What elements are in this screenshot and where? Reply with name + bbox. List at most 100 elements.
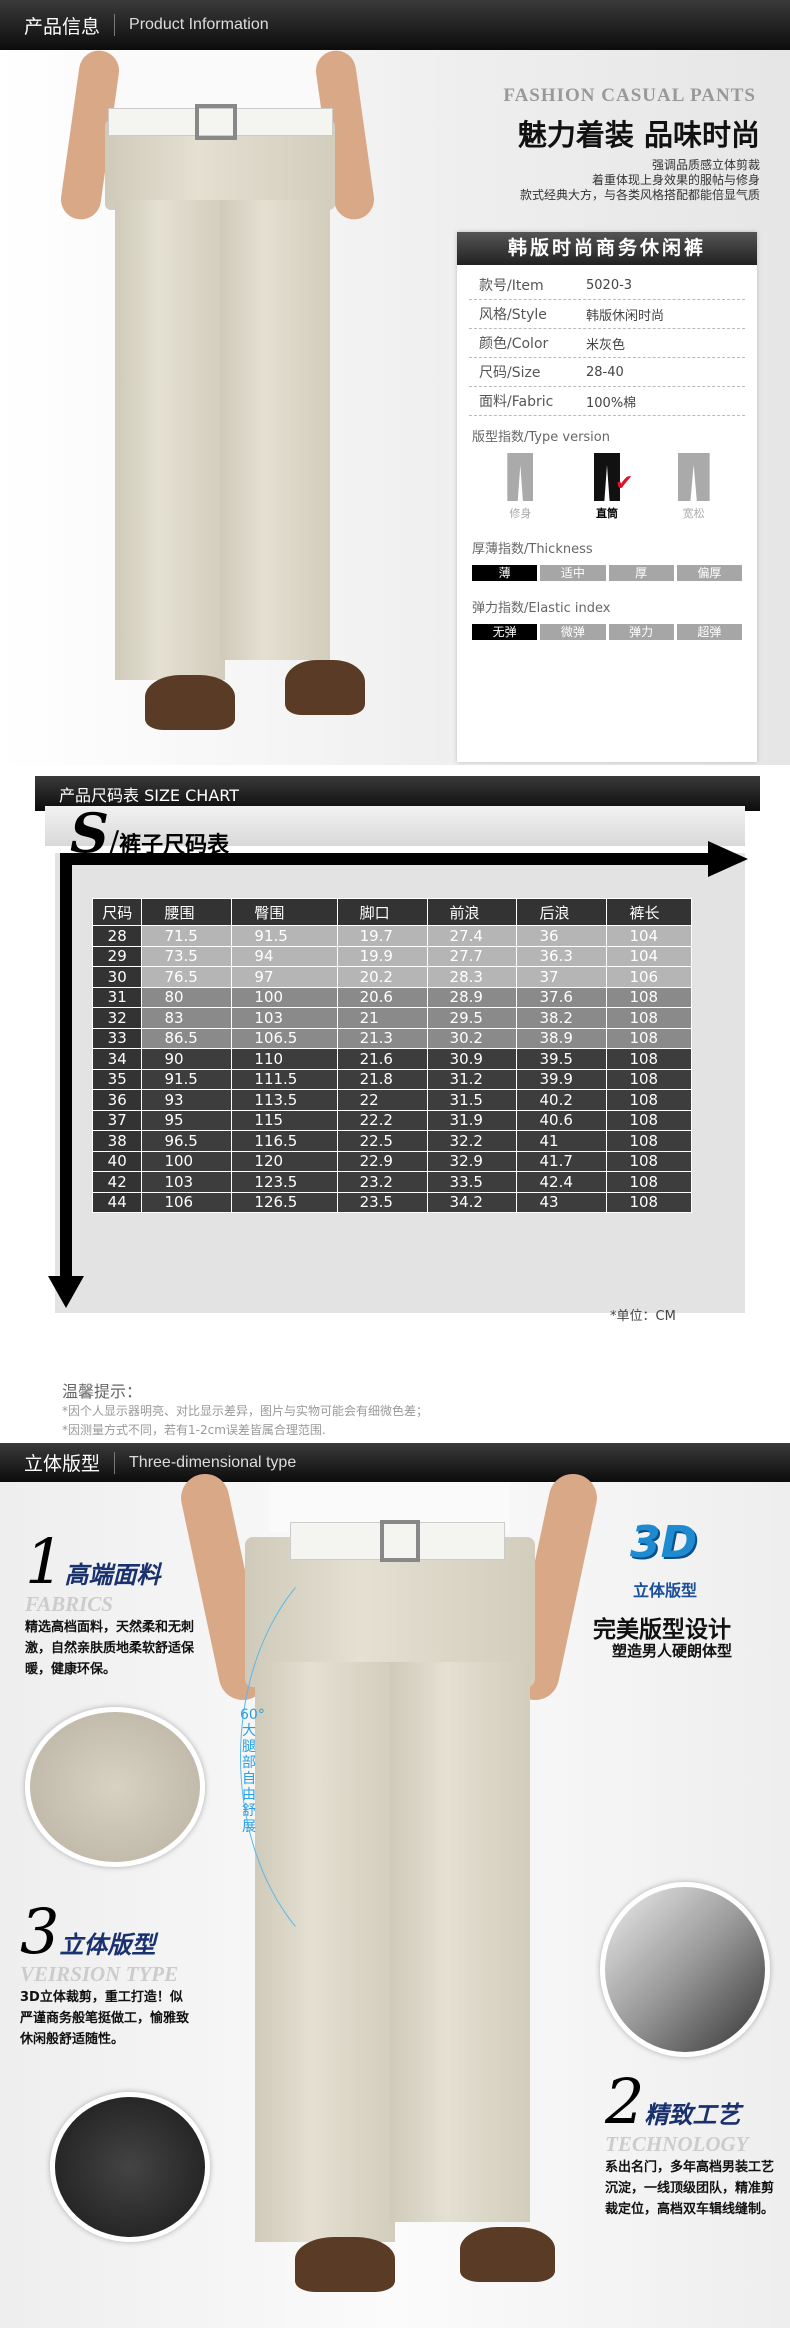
feature-technology: 2精致工艺 TECHNOLOGY 系出名门，多年高档男装工艺沉淀，一线顶级团队，… (605, 2071, 775, 2220)
table-cell: 106.5 (231, 1027, 338, 1049)
thickness-scale: 薄 适中 厚 偏厚 (472, 565, 742, 581)
table-cell: 30.2 (426, 1027, 518, 1049)
table-cell: 73.5 (141, 945, 233, 967)
table-cell: 22.9 (336, 1150, 428, 1172)
table-cell: 42.4 (516, 1171, 608, 1193)
table-cell: 23.2 (336, 1171, 428, 1193)
column-header: 裤长 (606, 898, 692, 926)
tips-title: 温馨提示： (62, 1382, 143, 1401)
table-cell: 40 (91, 1150, 143, 1172)
column-header: 尺码 (91, 898, 143, 926)
table-cell: 106 (141, 1191, 233, 1213)
table-cell: 123.5 (231, 1171, 338, 1193)
table-cell: 96.5 (141, 1130, 233, 1152)
sewing-photo (600, 1882, 770, 2057)
column-header: 臀围 (231, 898, 338, 926)
table-cell: 36 (91, 1089, 143, 1111)
table-cell: 37.6 (516, 986, 608, 1008)
spec-key: 风格/Style (479, 307, 547, 323)
table-cell: 93 (141, 1089, 233, 1111)
table-cell: 43 (516, 1191, 608, 1213)
table-row: 40 100 120 22.9 32.9 41.7 108 (91, 1150, 692, 1172)
table-cell: 39.5 (516, 1048, 608, 1070)
table-cell: 28.9 (426, 986, 518, 1008)
size-chart-header: 产品尺码表 SIZE CHART (35, 776, 760, 811)
header-title-cn: 产品信息 (24, 15, 101, 38)
subtitle-lines: 强调品质感立体剪裁 着重体现上身效果的服帖与修身 款式经典大方，与各类风格搭配都… (520, 158, 760, 203)
table-row: 29 73.5 94 19.9 27.7 36.3 104 (91, 945, 692, 967)
table-cell: 106 (606, 966, 692, 988)
column-header: 前浪 (426, 898, 518, 926)
table-row: 33 86.5 106.5 21.3 30.2 38.9 108 (91, 1027, 692, 1049)
thickness-option: 薄 (472, 565, 538, 581)
type-loose: 宽松 (664, 453, 724, 528)
table-cell: 86.5 (141, 1027, 233, 1049)
spec-row: 风格/Style 韩版休闲时尚 (469, 300, 745, 329)
thickness-option: 厚 (608, 565, 674, 581)
table-cell: 31.5 (426, 1089, 518, 1111)
table-cell: 103 (231, 1007, 338, 1029)
table-cell: 42 (91, 1171, 143, 1193)
type-name: 宽松 (682, 507, 705, 520)
feature-number: 1 (25, 1525, 65, 1598)
table-cell: 40.2 (516, 1089, 608, 1111)
table-cell: 33.5 (426, 1171, 518, 1193)
table-cell: 108 (606, 1068, 692, 1090)
feature-desc: 精选高档面料，天然柔和无刺激，自然亲肤质地柔软舒适保暖，健康环保。 (25, 1620, 195, 1677)
elastic-label: 弹力指数/Elastic index (472, 601, 611, 616)
subtitle-line: 强调品质感立体剪裁 (651, 158, 760, 172)
feature-number: 3 (20, 1895, 60, 1968)
type-straight: ✔ 直筒 (577, 453, 637, 528)
table-cell: 20.2 (336, 966, 428, 988)
table-cell: 23.5 (336, 1191, 428, 1213)
table-cell: 32.9 (426, 1150, 518, 1172)
table-cell: 83 (141, 1007, 233, 1029)
spec-value: 28-40 (586, 364, 624, 380)
tip-line: *因测量方式不同，若有1-2cm误差皆属合理范围. (62, 1423, 326, 1437)
unit-note: *单位：CM (610, 1309, 676, 1324)
thickness-option: 适中 (540, 565, 606, 581)
table-cell: 30 (91, 966, 143, 988)
table-cell: 32.2 (426, 1130, 518, 1152)
table-cell: 95 (141, 1109, 233, 1131)
table-cell: 113.5 (231, 1089, 338, 1111)
table-cell: 39.9 (516, 1068, 608, 1090)
arrow-down-icon (48, 853, 84, 1308)
table-cell: 94 (231, 945, 338, 967)
column-header: 脚口 (336, 898, 428, 926)
table-cell: 36.3 (516, 945, 608, 967)
tip-line: *因个人显示器明亮、对比显示差异，图片与实物可能会有细微色差； (62, 1404, 429, 1418)
table-cell: 91.5 (231, 925, 338, 947)
table-cell: 108 (606, 986, 692, 1008)
table-cell: 111.5 (231, 1068, 338, 1090)
feature-number: 2 (605, 2065, 645, 2138)
table-cell: 31.2 (426, 1068, 518, 1090)
table-cell: 104 (606, 945, 692, 967)
table-cell: 104 (606, 925, 692, 947)
angle-arc (240, 1532, 560, 1982)
spec-row: 尺码/Size 28-40 (469, 358, 745, 387)
table-row: 42 103 123.5 23.2 33.5 42.4 108 (91, 1171, 692, 1193)
table-row: 31 80 100 20.6 28.9 37.6 108 (91, 986, 692, 1008)
angle-text: 60°大腿部自由舒展 (240, 1707, 265, 1835)
spec-key: 颜色/Color (479, 336, 549, 352)
table-row: 34 90 110 21.6 30.9 39.5 108 (91, 1048, 692, 1070)
table-cell: 35 (91, 1068, 143, 1090)
table-cell: 40.6 (516, 1109, 608, 1131)
feature-title: 立体版型 (59, 1930, 156, 1959)
table-cell: 103 (141, 1171, 233, 1193)
table-cell: 29.5 (426, 1007, 518, 1029)
spec-row: 款号/Item 5020-3 (469, 271, 745, 300)
table-cell: 71.5 (141, 925, 233, 947)
table-cell: 31 (91, 986, 143, 1008)
table-cell: 38 (91, 1130, 143, 1152)
spec-key: 面料/Fabric (479, 394, 554, 410)
table-cell: 80 (141, 986, 233, 1008)
table-cell: 41 (516, 1130, 608, 1152)
table-cell: 19.7 (336, 925, 428, 947)
spec-value: 米灰色 (586, 337, 626, 353)
button-detail-photo (50, 2092, 210, 2242)
table-cell: 21.3 (336, 1027, 428, 1049)
table-cell: 108 (606, 1089, 692, 1111)
table-cell: 31.9 (426, 1109, 518, 1131)
